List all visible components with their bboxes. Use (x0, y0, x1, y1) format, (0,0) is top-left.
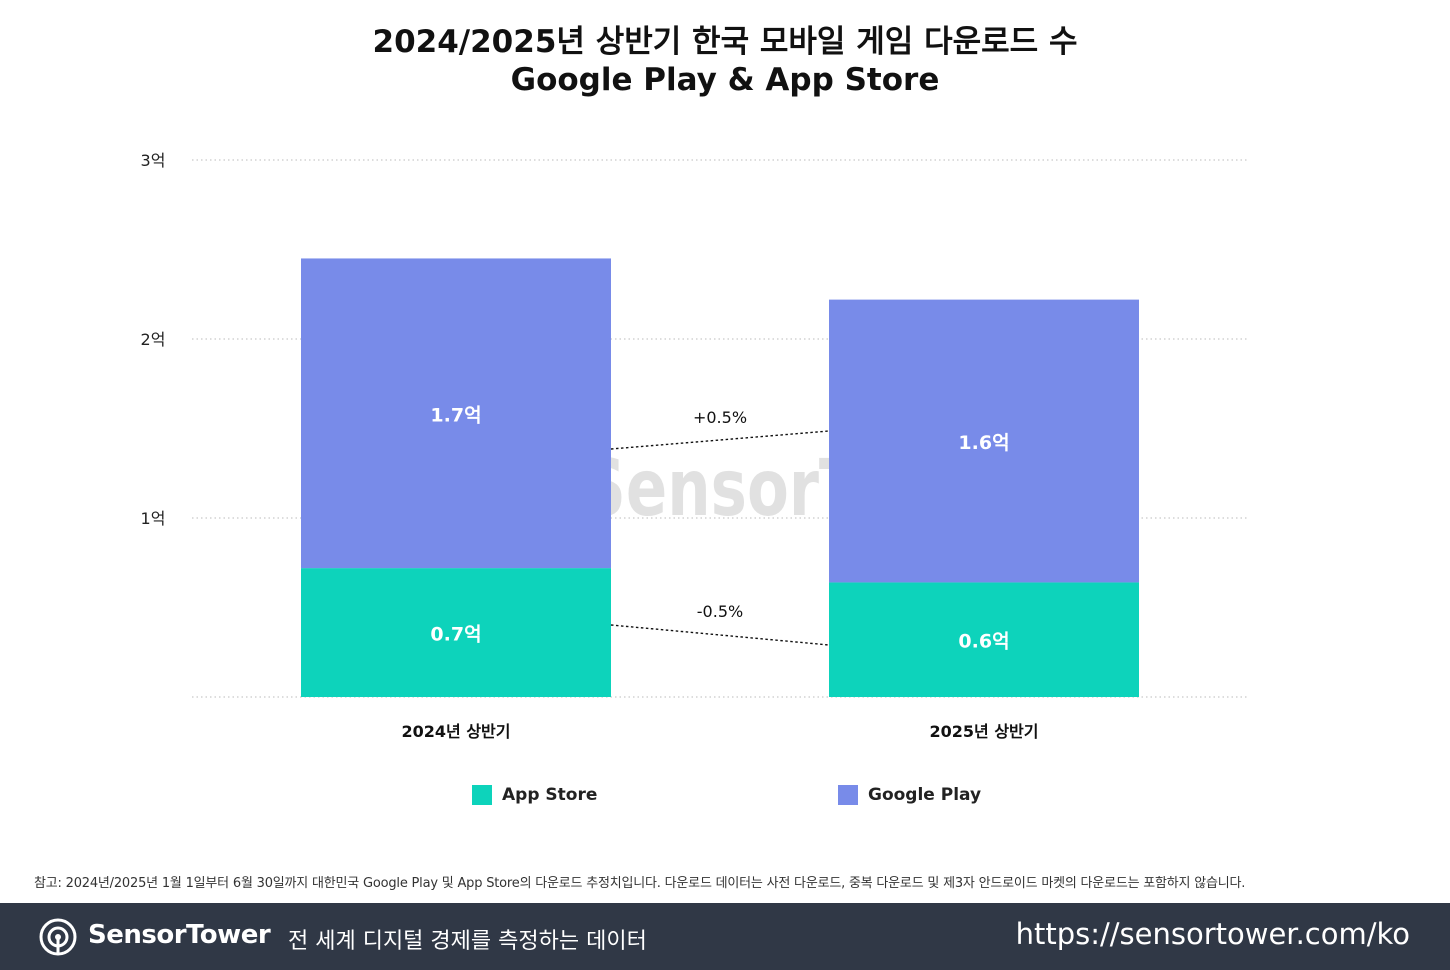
bar-google-play (829, 299, 1139, 583)
bar-data-label: 0.7억 (430, 624, 481, 646)
legend-item-google-play: Google Play (838, 784, 981, 806)
bar-app-store (829, 582, 1139, 697)
x-category-label: 2025년 상반기 (930, 722, 1039, 741)
legend-label-google-play: Google Play (868, 785, 982, 805)
x-category-label: 2024년 상반기 (402, 722, 511, 741)
change-annotation: -0.5% (697, 602, 743, 621)
bar-google-play (301, 258, 611, 569)
legend-item-app-store: App Store (472, 784, 597, 806)
footer-url[interactable]: https://sensortower.com/ko (1015, 917, 1410, 951)
footnote: 참고: 2024년/2025년 1월 1일부터 6월 30일까지 대한민국 Go… (34, 876, 1246, 891)
y-tick-label: 1억 (141, 509, 166, 528)
legend-swatch-app-store (472, 785, 492, 805)
bar-app-store (301, 568, 611, 697)
chart-subtitle: Google Play & App Store (510, 62, 940, 98)
chart-title: 2024/2025년 상반기 한국 모바일 게임 다운로드 수 (372, 24, 1078, 60)
bar-data-label: 0.6억 (958, 631, 1009, 653)
bar-data-label: 1.7억 (430, 404, 481, 426)
y-tick-label: 2억 (141, 330, 166, 349)
legend-swatch-google-play (838, 785, 858, 805)
footer-tagline: 전 세계 디지털 경제를 측정하는 데이터 (288, 929, 647, 954)
bar-data-label: 1.6억 (958, 432, 1009, 454)
sensor-tower-logo-icon (39, 918, 77, 956)
change-connector (610, 430, 830, 450)
legend-label-app-store: App Store (502, 785, 598, 805)
footer-brand: SensorTower (88, 920, 271, 950)
change-connector (610, 624, 830, 646)
footer-bar: SensorTower 전 세계 디지털 경제를 측정하는 데이터 https:… (0, 903, 1450, 970)
y-tick-label: 3억 (141, 151, 166, 170)
change-annotation: +0.5% (693, 408, 747, 427)
